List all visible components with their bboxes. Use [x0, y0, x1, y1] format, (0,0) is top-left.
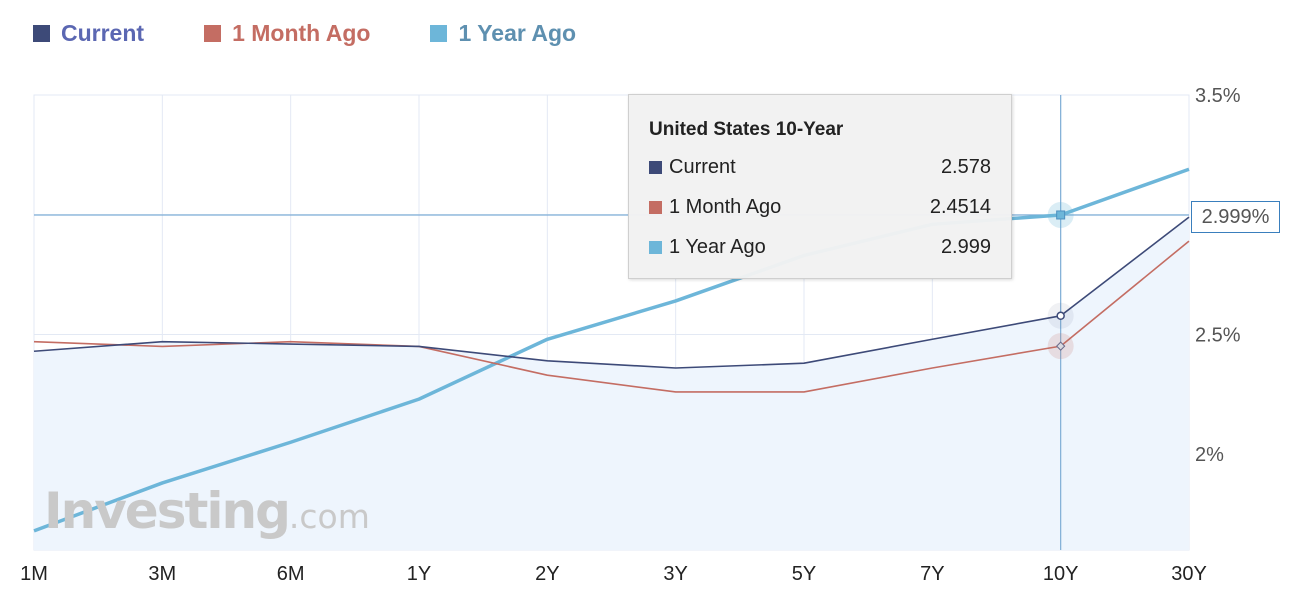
watermark-main: Investing: [44, 482, 291, 540]
x-tick-label: 6M: [277, 563, 305, 585]
x-tick-label: 1Y: [407, 563, 431, 585]
legend-item-1-month-ago[interactable]: 1 Month Ago: [204, 20, 370, 47]
x-tick-label: 30Y: [1171, 563, 1207, 585]
tooltip-row-1-year-ago: 1 Year Ago 2.999: [649, 235, 991, 259]
series-line-1-month-ago: [33, 240, 1190, 393]
marker-point: [1056, 311, 1065, 321]
tooltip-label-current: Current: [669, 155, 736, 178]
tooltip-row-current: Current 2.578: [649, 155, 991, 179]
legend-swatch: [430, 25, 448, 42]
y-tick-label: 2%: [1195, 444, 1224, 466]
tooltip-title: United States 10-Year: [649, 119, 844, 140]
x-tick-label: 1M: [20, 563, 48, 585]
tooltip-row-1-month-ago: 1 Month Ago 2.4514: [649, 195, 991, 219]
tooltip-value-1-year-ago: 2.999: [940, 235, 991, 258]
tooltip-value-1-month-ago: 2.4514: [929, 195, 991, 218]
legend-swatch: [204, 25, 222, 42]
marker-point: [1055, 341, 1066, 351]
x-tick-label: 7Y: [920, 563, 944, 585]
marker-point: [1056, 210, 1066, 220]
x-tick-label: 2Y: [535, 563, 559, 585]
data-tooltip: United States 10-Year Current 2.578 1 Mo…: [628, 94, 1012, 279]
y-tick-label: 2.5%: [1195, 324, 1241, 346]
tooltip-swatch-current: [649, 160, 662, 174]
x-tick-label: 10Y: [1043, 563, 1079, 585]
tooltip-swatch-1-month-ago: [649, 200, 662, 214]
legend-swatch: [33, 25, 50, 42]
tooltip-swatch-1-year-ago: [649, 240, 662, 254]
series-line-current: [33, 216, 1190, 369]
watermark-suffix: .com: [288, 497, 370, 536]
x-tick-label: 3M: [148, 563, 176, 585]
tooltip-label-1-year-ago: 1 Year Ago: [669, 235, 766, 258]
chart-legend: Current 1 Month Ago 1 Year Ago: [33, 20, 636, 47]
crosshair-value-label: 2.999%: [1191, 201, 1280, 233]
x-tick-label: 5Y: [792, 563, 816, 585]
legend-item-1-year-ago[interactable]: 1 Year Ago: [430, 20, 576, 47]
x-tick-label: 3Y: [663, 563, 687, 585]
investing-watermark-logo: Investing.com: [44, 482, 370, 540]
tooltip-label-1-month-ago: 1 Month Ago: [669, 195, 782, 218]
tooltip-value-current: 2.578: [940, 155, 991, 178]
legend-label: 1 Year Ago: [458, 20, 577, 46]
y-tick-label: 3.5%: [1195, 85, 1241, 107]
legend-item-current[interactable]: Current: [33, 20, 144, 47]
legend-label: Current: [61, 20, 145, 46]
legend-label: 1 Month Ago: [232, 20, 371, 46]
